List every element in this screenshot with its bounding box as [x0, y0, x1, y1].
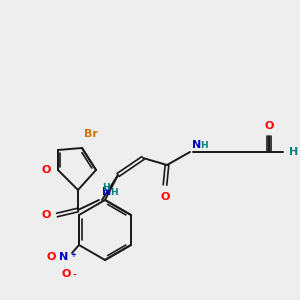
Text: O: O	[264, 121, 274, 131]
Text: H: H	[200, 141, 208, 150]
Text: +: +	[70, 252, 76, 258]
Text: -: -	[72, 271, 76, 280]
Text: H: H	[110, 188, 118, 197]
Text: O: O	[61, 269, 71, 279]
Text: O: O	[42, 165, 51, 175]
Text: O: O	[46, 252, 56, 262]
Text: Br: Br	[84, 129, 98, 139]
Text: O: O	[42, 210, 51, 220]
Text: H: H	[102, 183, 110, 192]
Text: N: N	[192, 140, 201, 150]
Text: N: N	[59, 252, 69, 262]
Text: H: H	[289, 147, 298, 157]
Text: N: N	[102, 187, 111, 197]
Text: O: O	[160, 192, 170, 202]
